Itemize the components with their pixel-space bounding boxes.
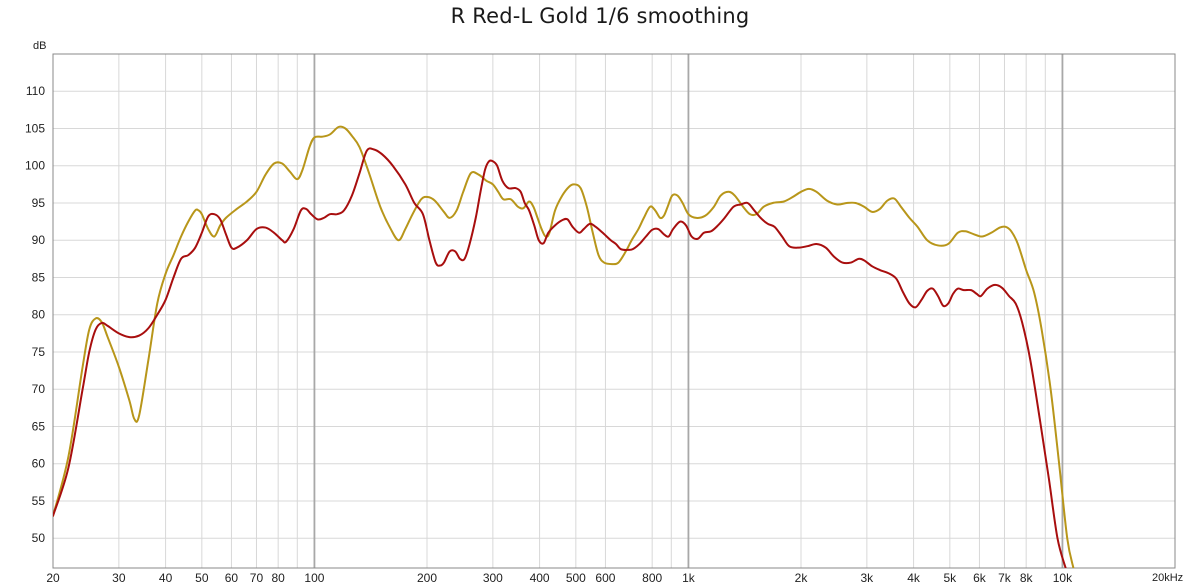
y-tick-label: 75: [32, 345, 46, 359]
series-layer: [53, 125, 1075, 568]
x-axis-unit-label: 20kHz: [1152, 572, 1183, 584]
y-tick-label: 90: [32, 233, 46, 247]
y-tick-label: 55: [32, 494, 46, 508]
x-tick-label: 80: [271, 571, 285, 585]
x-tick-label: 500: [566, 571, 586, 585]
x-tick-label: 3k: [861, 571, 875, 585]
x-tick-label: 7k: [998, 571, 1012, 585]
y-tick-label: 95: [32, 196, 46, 210]
x-tick-label: 400: [530, 571, 550, 585]
series-red-line: [53, 147, 1067, 568]
grid-layer: [53, 54, 1175, 568]
x-tick-label: 300: [483, 571, 503, 585]
x-tick-label: 30: [112, 571, 126, 585]
y-tick-label: 110: [26, 84, 45, 98]
x-tick-label: 40: [159, 571, 173, 585]
x-tick-label: 60: [225, 571, 239, 585]
y-tick-label: 85: [32, 270, 46, 284]
x-tick-labels: 20 30 40 50 60 70 80 100 200 300 400 500 600 800 1k 2k 3…: [46, 571, 1073, 585]
x-tick-label: 600: [595, 571, 615, 585]
plot-frame: [52, 53, 1176, 569]
x-tick-label: 2k: [795, 571, 809, 585]
y-tick-label: 80: [32, 308, 46, 322]
x-tick-label: 1k: [682, 571, 696, 585]
chart-title: R Red-L Gold 1/6 smoothing: [450, 4, 750, 28]
y-axis-unit-label: dB: [33, 40, 46, 52]
y-tick-label: 50: [32, 531, 46, 545]
x-tick-label: 70: [250, 571, 264, 585]
y-tick-label: 65: [32, 419, 46, 433]
x-tick-label: 5k: [943, 571, 957, 585]
series-gold-line: [53, 125, 1075, 568]
x-tick-label: 6k: [973, 571, 987, 585]
x-tick-label: 4k: [907, 571, 921, 585]
x-tick-label: 8k: [1020, 571, 1034, 585]
x-tick-label: 10k: [1053, 571, 1073, 585]
x-tick-label: 20: [46, 571, 60, 585]
x-tick-label: 50: [195, 571, 209, 585]
y-tick-label: 70: [32, 382, 46, 396]
y-tick-labels: 50 55 60 65 70 75 80 85 90 95 100 105 110: [25, 84, 45, 545]
y-tick-label: 100: [25, 159, 45, 173]
x-tick-label: 200: [417, 571, 437, 585]
y-tick-label: 105: [25, 121, 45, 135]
x-tick-label: 800: [642, 571, 662, 585]
x-tick-label: 100: [304, 571, 324, 585]
y-tick-label: 60: [32, 457, 46, 471]
